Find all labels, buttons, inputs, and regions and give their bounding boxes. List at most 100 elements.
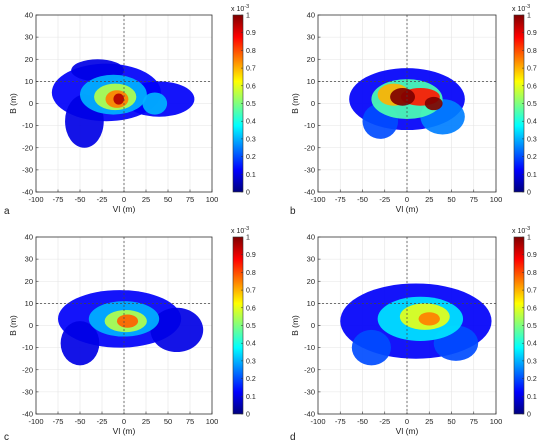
colorbar-tick-label: 0.9 xyxy=(246,252,256,259)
panel-label-d: d xyxy=(290,432,296,443)
colorbar-tick-label: 0 xyxy=(246,412,250,419)
x-tick-label: 0 xyxy=(405,417,409,426)
x-axis-label: Vl (m) xyxy=(113,426,136,436)
y-tick-label: 30 xyxy=(25,33,33,42)
x-axis-label: Vl (m) xyxy=(396,426,419,436)
x-tick-label: 50 xyxy=(447,195,455,204)
density-a xyxy=(51,59,195,148)
x-tick-label: 50 xyxy=(164,417,172,426)
y-tick-label: 0 xyxy=(29,99,33,108)
y-tick-label: 10 xyxy=(25,77,33,86)
x-tick-label: 25 xyxy=(142,417,150,426)
colorbar-tick-label: 0.1 xyxy=(527,394,537,401)
x-tick-label: -25 xyxy=(97,195,108,204)
colorbar-tick-label: 1 xyxy=(527,235,531,242)
y-tick-label: -40 xyxy=(304,188,315,197)
colorbar-tick-label: 0.8 xyxy=(246,48,256,55)
colorbar-tick-label: 0.7 xyxy=(527,66,537,73)
colorbar-tick-label: 0.5 xyxy=(527,323,537,330)
y-tick-label: 10 xyxy=(25,299,33,308)
panel-label-a: a xyxy=(4,206,10,217)
y-tick-label: -30 xyxy=(304,387,315,396)
colorbar-tick-label: 0.8 xyxy=(527,48,537,55)
colorbar-scale-label: x 10-3 xyxy=(512,4,530,13)
y-tick-label: -20 xyxy=(304,365,315,374)
panel-d: -100 -75 -50 -25 0 25 50 75 100-40-30-20-1001020… xyxy=(290,226,537,443)
x-tick-label: 100 xyxy=(206,417,219,426)
y-axis-label: B (m) xyxy=(290,315,300,336)
x-tick-label: 25 xyxy=(425,417,433,426)
y-tick-label: 40 xyxy=(307,233,315,242)
x-tick-label: 50 xyxy=(447,417,455,426)
y-tick-label: -10 xyxy=(22,343,33,352)
x-tick-label: 75 xyxy=(470,195,478,204)
x-tick-label: 25 xyxy=(425,195,433,204)
density-contour xyxy=(113,93,124,105)
colorbar-tick-label: 0.4 xyxy=(246,119,256,126)
colorbar-tick-label: 0.4 xyxy=(527,119,537,126)
colorbar-tick-label: 0 xyxy=(246,190,250,197)
y-tick-label: 20 xyxy=(25,277,33,286)
y-tick-label: -30 xyxy=(22,387,33,396)
y-tick-label: 0 xyxy=(311,99,315,108)
colorbar-tick-label: 0.4 xyxy=(527,341,537,348)
colorbar-tick-label: 0.8 xyxy=(527,270,537,277)
colorbar-tick-label: 1 xyxy=(246,235,250,242)
x-tick-label: -75 xyxy=(335,417,346,426)
panel-label-c: c xyxy=(4,432,9,443)
colorbar-tick-label: 0.3 xyxy=(527,358,537,365)
y-tick-label: -20 xyxy=(304,143,315,152)
y-tick-label: 10 xyxy=(307,299,315,308)
y-tick-label: 40 xyxy=(307,11,315,20)
x-tick-label: -50 xyxy=(357,195,368,204)
colorbar-tick-label: 0.7 xyxy=(527,288,537,295)
y-tick-label: 0 xyxy=(29,321,33,330)
x-axis-label: Vl (m) xyxy=(113,204,136,214)
y-tick-label: 20 xyxy=(307,55,315,64)
y-axis-label: B (m) xyxy=(290,93,300,114)
colorbar-tick-label: 0.2 xyxy=(527,154,537,161)
x-tick-label: 100 xyxy=(490,195,503,204)
y-tick-label: -10 xyxy=(22,121,33,130)
x-tick-label: -25 xyxy=(379,417,390,426)
x-tick-label: 0 xyxy=(122,195,126,204)
x-tick-label: -100 xyxy=(310,417,325,426)
y-tick-label: 40 xyxy=(25,11,33,20)
y-tick-label: -40 xyxy=(304,410,315,419)
density-contour xyxy=(424,96,443,111)
density-b xyxy=(349,68,465,139)
panel-c: -100 -75 -50 -25 0 25 50 75 100-40-30-20-1001020… xyxy=(4,226,256,443)
colorbar-tick-label: 1 xyxy=(246,13,250,20)
colorbar-tick-label: 0.2 xyxy=(527,376,537,383)
x-axis-label: Vl (m) xyxy=(396,204,419,214)
y-tick-label: -20 xyxy=(22,365,33,374)
density-contour xyxy=(150,307,204,353)
colorbar-tick-label: 0.1 xyxy=(246,172,256,179)
x-tick-label: -50 xyxy=(75,417,86,426)
y-tick-label: -40 xyxy=(22,188,33,197)
panel-b: -100 -75 -50 -25 0 25 50 75 100-40-30-20-1001020… xyxy=(290,4,537,217)
y-tick-label: 20 xyxy=(307,277,315,286)
y-tick-label: -30 xyxy=(22,165,33,174)
x-tick-label: -25 xyxy=(97,417,108,426)
density-contour xyxy=(142,92,168,115)
colorbar-tick-label: 1 xyxy=(527,13,531,20)
y-tick-label: -40 xyxy=(22,410,33,419)
y-tick-label: -30 xyxy=(304,165,315,174)
x-tick-label: 50 xyxy=(164,195,172,204)
colorbar-tick-label: 0.9 xyxy=(246,30,256,37)
colorbar-tick-label: 0.3 xyxy=(246,358,256,365)
density-contour xyxy=(390,88,416,106)
panel-label-b: b xyxy=(290,206,296,217)
x-tick-label: -50 xyxy=(357,417,368,426)
x-tick-label: -75 xyxy=(335,195,346,204)
x-tick-label: -100 xyxy=(28,195,43,204)
colorbar-tick-label: 0.6 xyxy=(246,305,256,312)
x-tick-label: 100 xyxy=(490,417,503,426)
colorbar-scale-label: x 10-3 xyxy=(231,4,249,13)
density-d xyxy=(340,283,492,366)
x-tick-label: 75 xyxy=(186,195,194,204)
x-tick-label: -25 xyxy=(379,195,390,204)
x-tick-label: 100 xyxy=(206,195,219,204)
